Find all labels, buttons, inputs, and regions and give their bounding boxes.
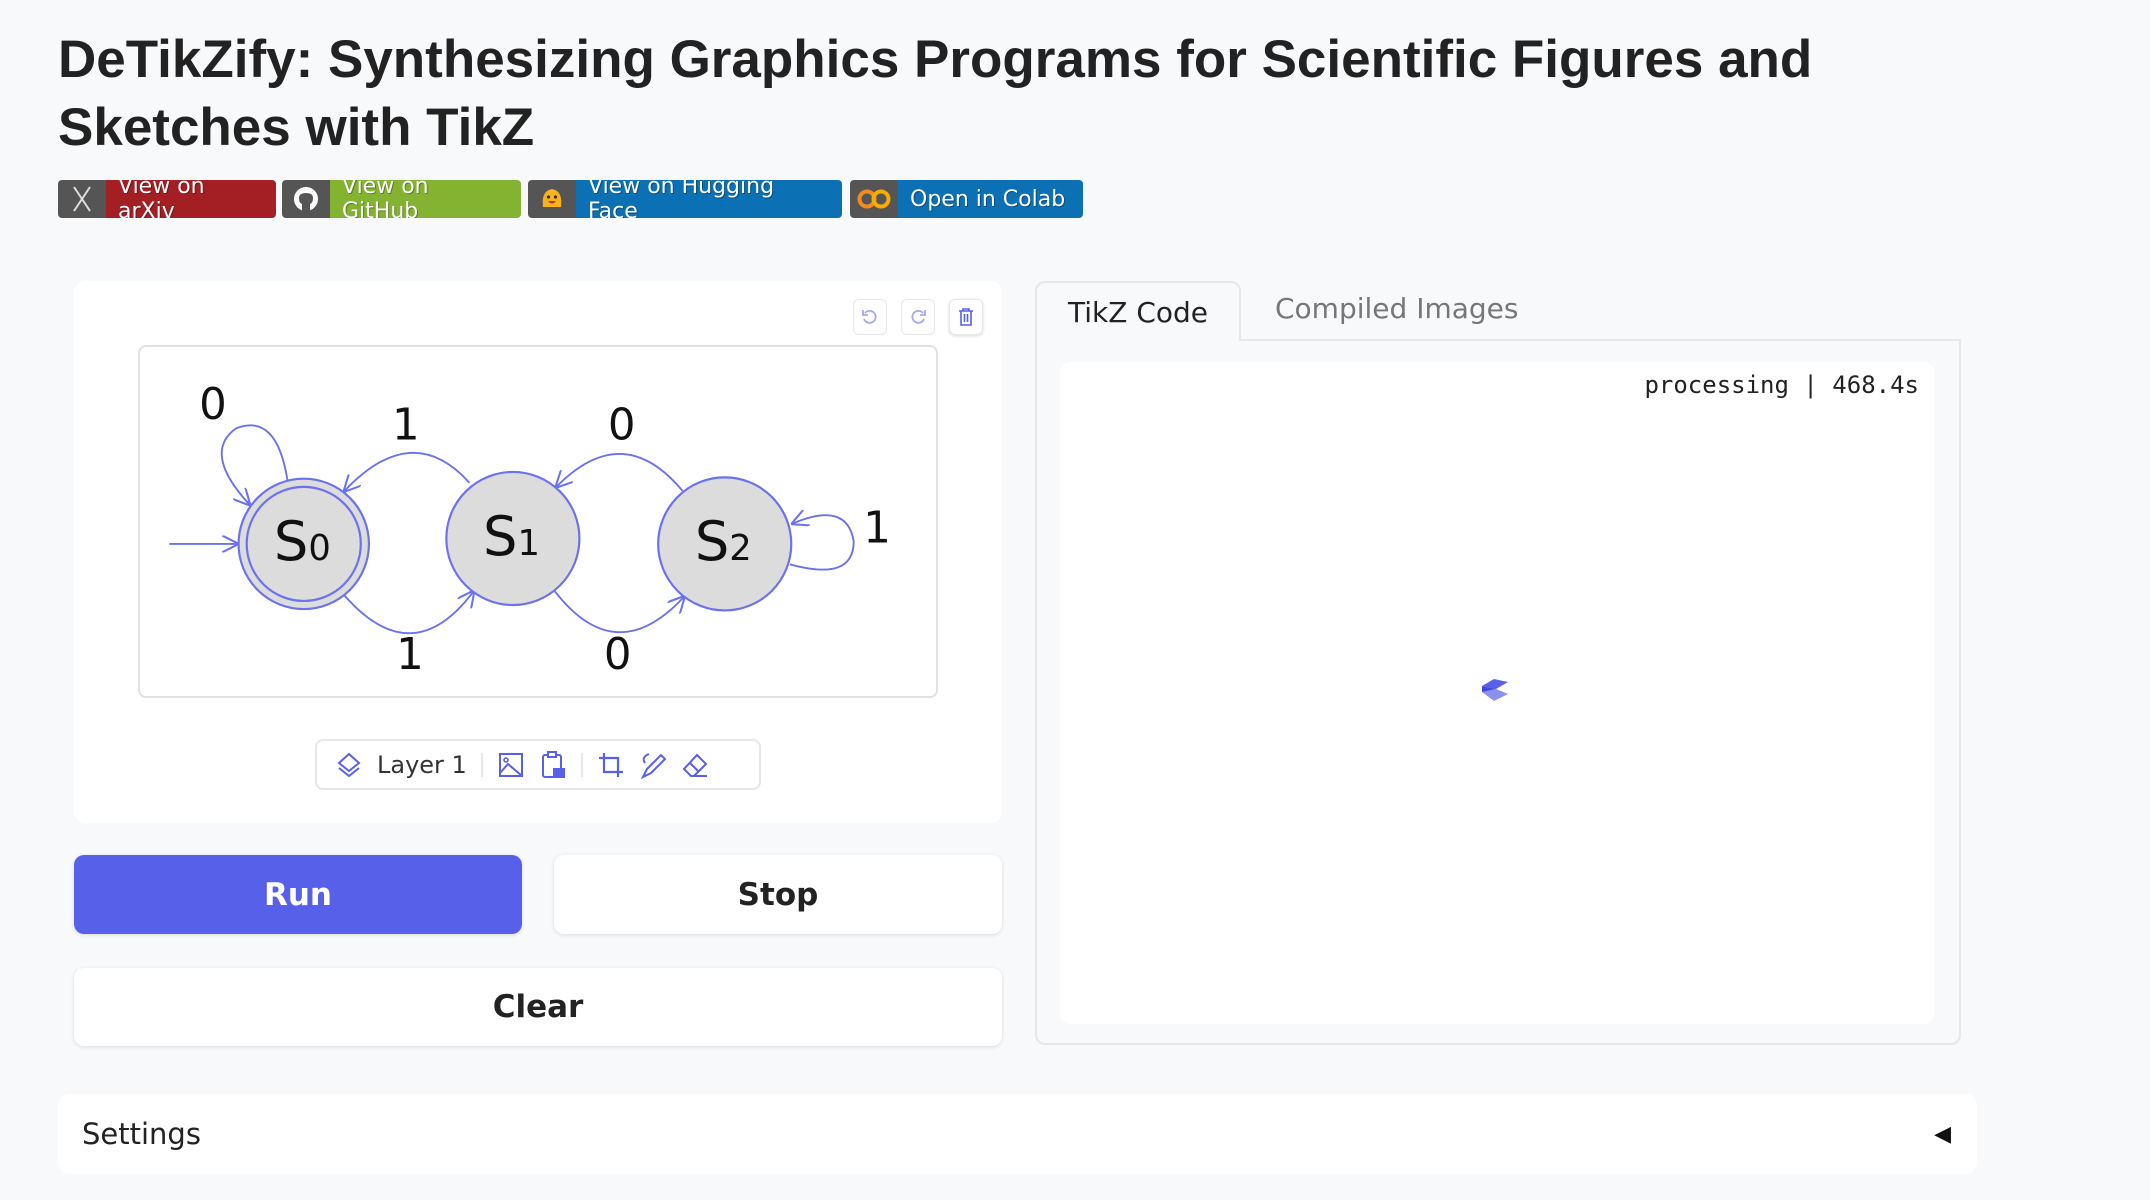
state-label: S: [274, 510, 308, 573]
clear-button[interactable]: Clear: [74, 968, 1002, 1046]
svg-text:S2: S2: [695, 510, 752, 573]
run-button[interactable]: Run: [74, 855, 522, 934]
tab-compiled-images[interactable]: Compiled Images: [1275, 292, 1519, 325]
github-icon: [282, 180, 330, 218]
settings-label: Settings: [82, 1117, 201, 1151]
svg-text:S0: S0: [274, 510, 331, 573]
redo-button[interactable]: [901, 299, 935, 335]
colab-icon: [850, 180, 898, 218]
stop-button[interactable]: Stop: [554, 855, 1002, 934]
edge-label: 0: [604, 630, 632, 680]
settings-accordion[interactable]: Settings ◀: [58, 1094, 1977, 1174]
state-subscript: 1: [517, 523, 539, 564]
brush-icon[interactable]: [639, 751, 667, 779]
collapse-arrow-icon[interactable]: ◀: [1934, 1121, 1951, 1147]
redo-icon: [911, 309, 926, 324]
arxiv-icon: [58, 180, 106, 218]
edge-s2-loop: [790, 515, 855, 571]
badge-label: View on arXiv: [106, 180, 276, 218]
edge-s2-s1: [556, 453, 684, 492]
badge-label: View on Hugging Face: [576, 180, 842, 218]
edge-s1-s0: [344, 451, 471, 491]
edge-label: 1: [863, 504, 891, 554]
state-label: S: [695, 510, 729, 573]
paste-image-icon[interactable]: [539, 750, 567, 780]
progress-status: processing | 468.4s: [1644, 371, 1919, 399]
edge-label: 0: [199, 380, 227, 430]
state-label: S: [483, 505, 517, 568]
divider: [480, 752, 483, 777]
edge-label: 1: [392, 400, 420, 450]
crop-icon[interactable]: [597, 751, 625, 779]
badge-label: Open in Colab: [898, 180, 1083, 218]
clear-canvas-button[interactable]: [949, 299, 983, 335]
badge-label: View on GitHub: [330, 180, 521, 218]
hugging-face-badge[interactable]: View on Hugging Face: [528, 180, 842, 218]
drawing-canvas[interactable]: S0 S1 S2 0 1 0 1 1 0: [138, 345, 938, 698]
edge-s0-s1: [343, 591, 473, 635]
tab-tikz-code[interactable]: TikZ Code: [1035, 281, 1241, 341]
state-s2: [657, 476, 793, 612]
state-subscript: 0: [308, 528, 330, 569]
state-subscript: 2: [729, 528, 751, 569]
arxiv-badge[interactable]: View on arXiv: [58, 180, 276, 218]
svg-text:S1: S1: [483, 505, 540, 568]
image-icon[interactable]: [497, 751, 525, 779]
undo-button[interactable]: [853, 299, 887, 335]
canvas-toolbar: Layer 1: [315, 739, 761, 790]
edge-s1-s2: [554, 590, 684, 634]
eraser-icon[interactable]: [681, 751, 709, 779]
undo-icon: [862, 309, 877, 324]
trash-icon: [959, 308, 973, 326]
colab-badge[interactable]: Open in Colab: [850, 180, 1083, 218]
hugging-face-icon: [528, 180, 576, 218]
page-title: DeTikZify: Synthesizing Graphics Program…: [58, 30, 1813, 157]
divider: [580, 752, 583, 777]
state-s1: [445, 470, 581, 607]
github-badge[interactable]: View on GitHub: [282, 180, 521, 218]
layer-label[interactable]: Layer 1: [377, 750, 467, 779]
state-diagram: S0 S1 S2 0 1 0 1 1 0: [169, 380, 891, 680]
edge-label: 0: [608, 400, 636, 450]
loading-spinner-icon: [1482, 679, 1508, 701]
layers-icon[interactable]: [335, 751, 363, 779]
edge-label: 1: [396, 630, 424, 680]
edge-s0-loop: [220, 424, 289, 504]
